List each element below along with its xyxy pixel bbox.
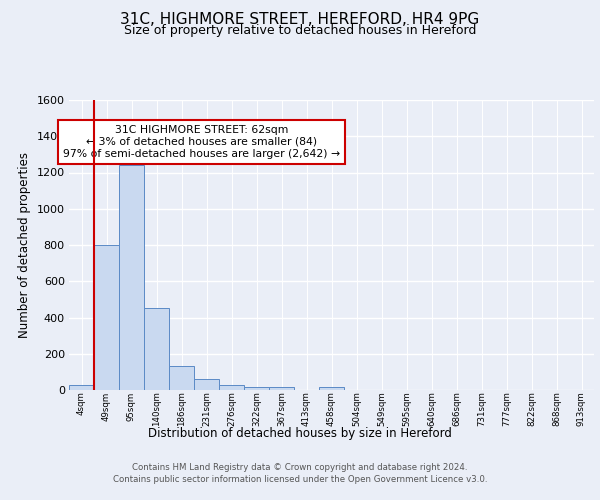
Bar <box>69 386 94 390</box>
Text: Size of property relative to detached houses in Hereford: Size of property relative to detached ho… <box>124 24 476 37</box>
Bar <box>119 165 144 390</box>
Bar <box>219 386 244 390</box>
Text: Distribution of detached houses by size in Hereford: Distribution of detached houses by size … <box>148 428 452 440</box>
Text: 31C HIGHMORE STREET: 62sqm
← 3% of detached houses are smaller (84)
97% of semi-: 31C HIGHMORE STREET: 62sqm ← 3% of detac… <box>63 126 340 158</box>
Bar <box>319 388 344 390</box>
Bar <box>144 308 169 390</box>
Text: Contains HM Land Registry data © Crown copyright and database right 2024.
Contai: Contains HM Land Registry data © Crown c… <box>113 462 487 484</box>
Bar <box>244 388 269 390</box>
Bar <box>194 379 219 390</box>
Y-axis label: Number of detached properties: Number of detached properties <box>18 152 31 338</box>
Bar <box>269 388 294 390</box>
Text: 31C, HIGHMORE STREET, HEREFORD, HR4 9PG: 31C, HIGHMORE STREET, HEREFORD, HR4 9PG <box>121 12 479 28</box>
Bar <box>169 366 194 390</box>
Bar <box>94 245 119 390</box>
